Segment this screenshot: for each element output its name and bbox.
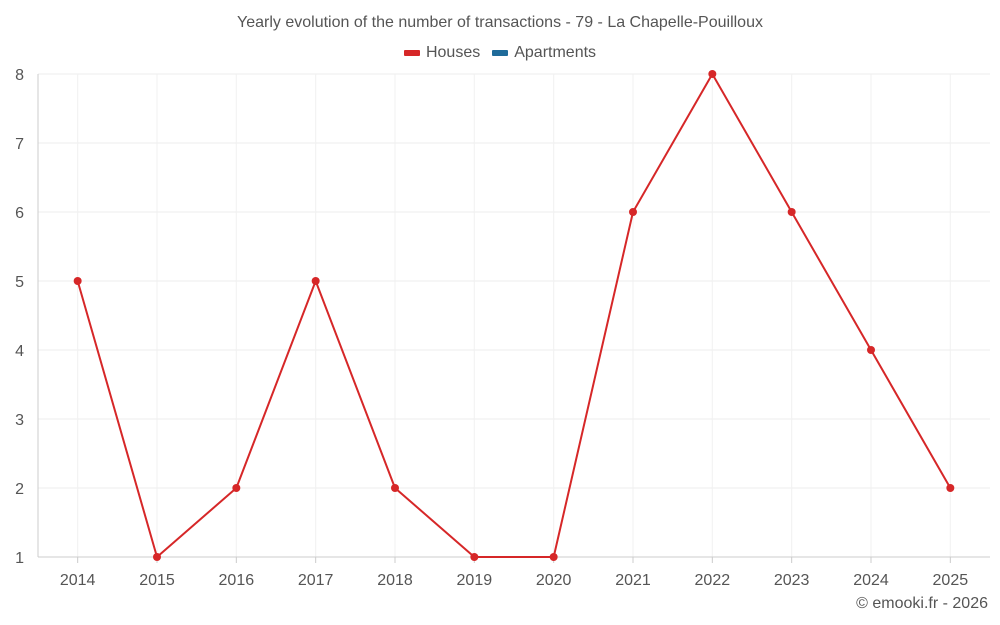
y-tick-label: 6 [15, 205, 24, 222]
y-tick-label: 4 [15, 343, 24, 360]
legend-label-apartments: Apartments [514, 44, 597, 61]
x-tick-label: 2025 [933, 572, 969, 589]
y-tick-label: 2 [15, 481, 24, 498]
y-tick-label: 7 [15, 136, 24, 153]
x-tick-label: 2018 [377, 572, 413, 589]
data-point-2018 [391, 484, 399, 492]
legend-item-apartments[interactable]: Apartments [492, 44, 596, 62]
data-point-2015 [153, 553, 161, 561]
data-point-2023 [787, 208, 796, 216]
x-tick-label: 2017 [298, 572, 334, 589]
x-tick-label: 2015 [139, 572, 175, 589]
x-tick-label: 2019 [457, 572, 493, 589]
x-tick-label: 2024 [853, 572, 889, 589]
series-line-houses [76, 73, 952, 558]
x-tick-label: 2021 [615, 572, 651, 589]
data-point-2021 [629, 208, 637, 216]
data-point-2022 [708, 70, 717, 78]
x-tick-label: 2014 [60, 572, 96, 589]
legend-swatch-apartments [492, 50, 509, 56]
x-tick-label: 2022 [695, 572, 731, 589]
y-tick-label: 1 [15, 550, 24, 567]
legend-label-houses: Houses [425, 44, 481, 61]
x-tick-label: 2023 [774, 572, 810, 589]
credit: © emooki.fr - 2026 [856, 595, 988, 612]
data-point-2020 [549, 553, 558, 561]
data-point-2014 [73, 277, 82, 285]
data-point-2017 [311, 277, 320, 285]
legend-swatch-houses [403, 50, 420, 56]
legend: Houses Apartments [0, 44, 1000, 62]
data-point-2016 [232, 484, 241, 492]
y-tick-label: 3 [15, 412, 24, 429]
data-point-2025 [946, 484, 955, 492]
x-tick-label: 2020 [536, 572, 572, 589]
y-tick-label: 5 [15, 274, 24, 291]
legend-item-houses[interactable]: Houses [403, 44, 481, 62]
y-tick-label: 8 [15, 67, 24, 84]
chart-title: Yearly evolution of the number of transa… [237, 14, 763, 31]
data-point-2024 [867, 346, 875, 354]
x-tick-label: 2016 [219, 572, 255, 589]
data-point-2019 [470, 553, 479, 561]
